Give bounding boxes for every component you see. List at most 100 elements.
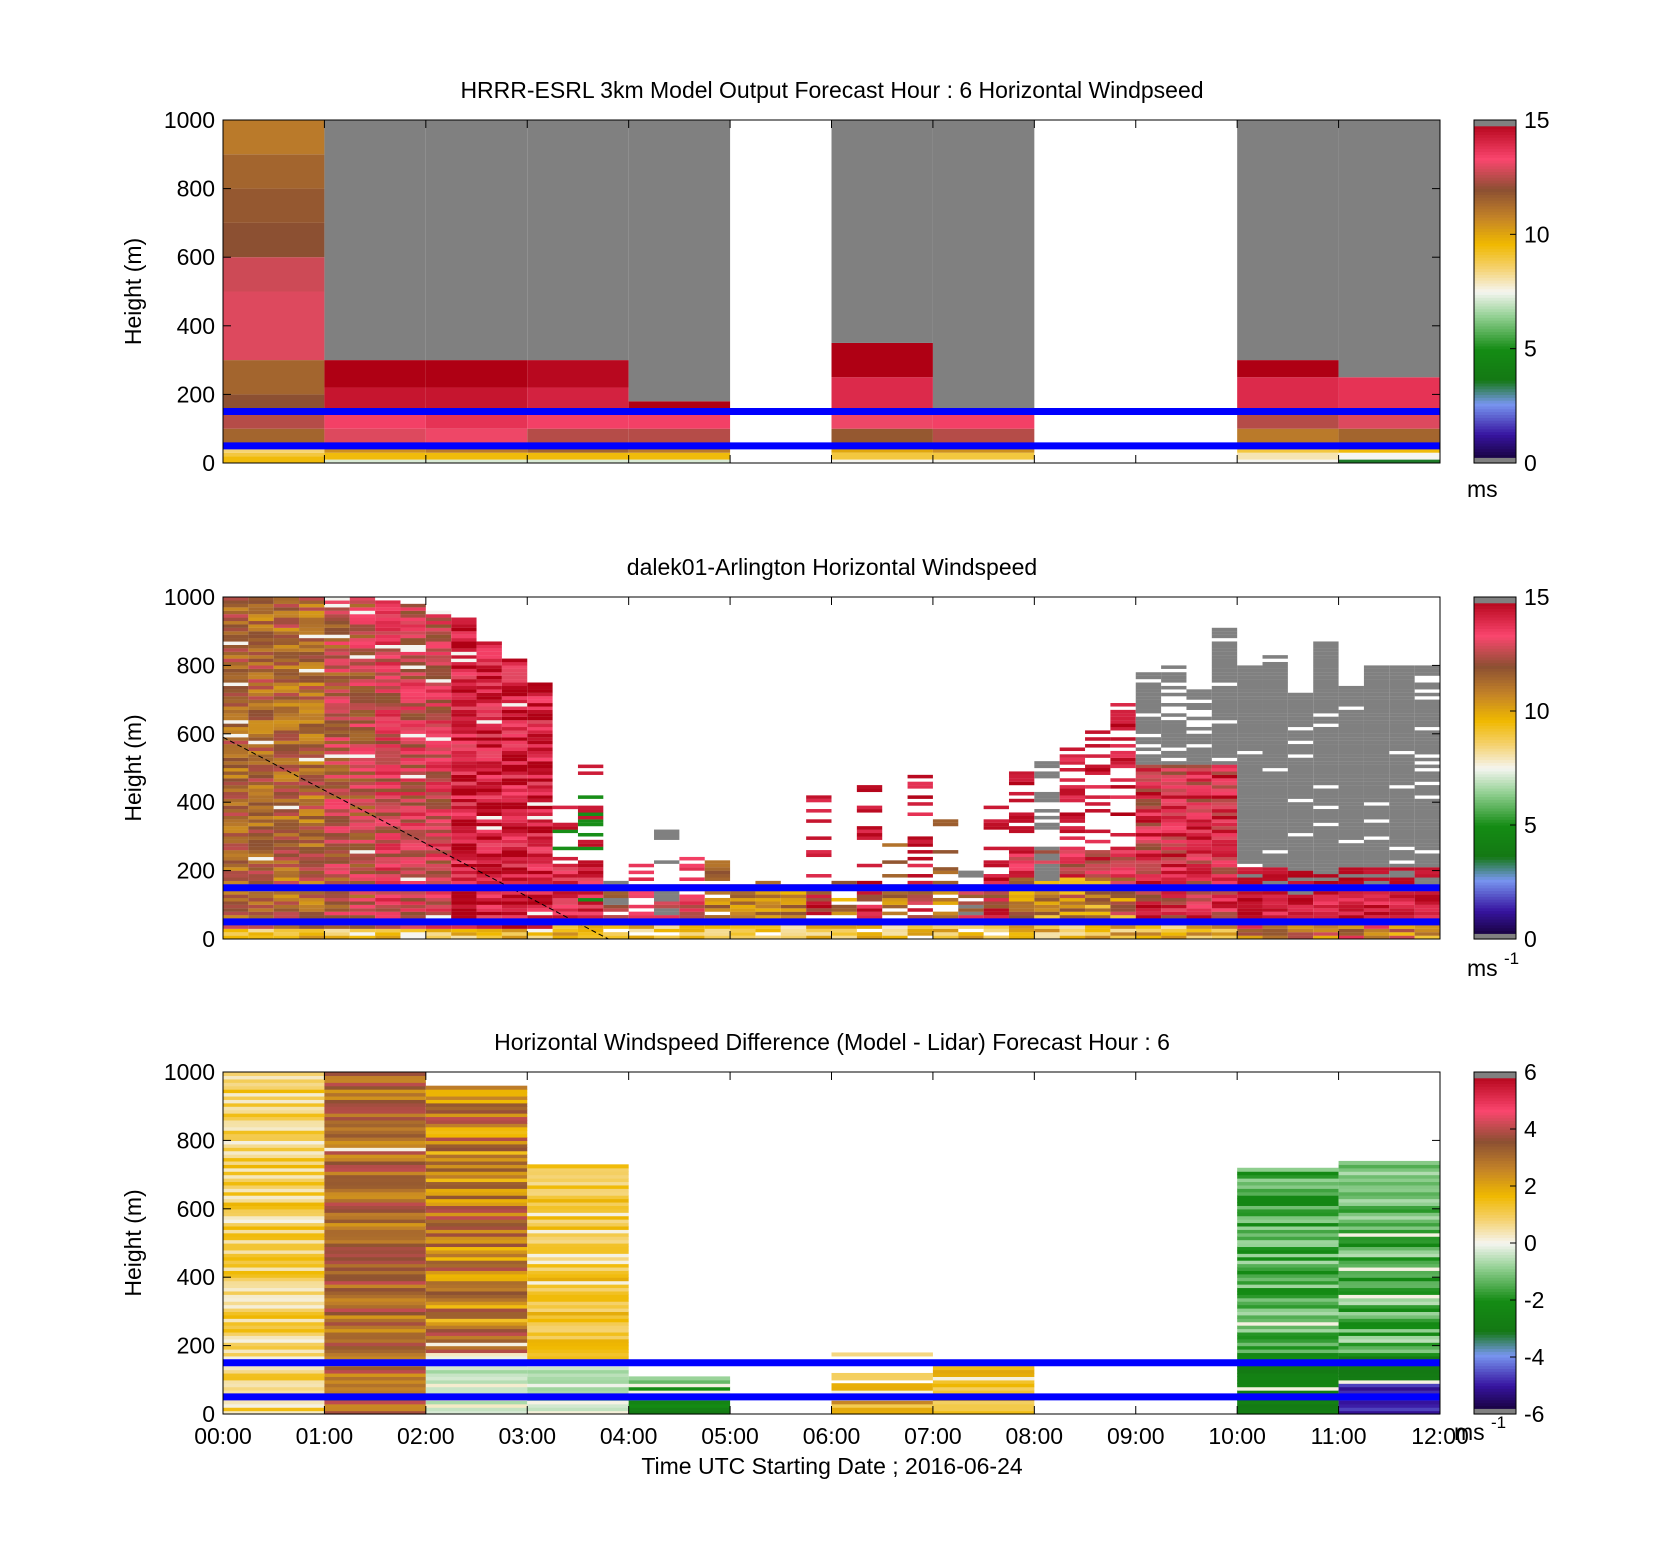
lidar-cell <box>1262 836 1288 840</box>
model-cell <box>1237 377 1339 412</box>
difference-cell <box>223 1338 325 1343</box>
lidar-cell <box>1313 737 1339 741</box>
difference-cell <box>425 1284 528 1289</box>
lidar-cell <box>1237 716 1263 721</box>
lidar-cell <box>375 798 401 803</box>
colorbar-step <box>1474 342 1516 347</box>
lidar-cell <box>1414 901 1440 905</box>
difference-cell <box>324 1376 426 1381</box>
colorbar-step <box>1474 262 1516 267</box>
lidar-cell <box>476 911 502 916</box>
lidar-cell <box>324 904 350 909</box>
lidar-cell <box>1287 935 1314 940</box>
lidar-cell <box>856 911 883 916</box>
lidar-cell <box>299 723 325 728</box>
lidar-cell <box>1287 737 1314 741</box>
lidar-cell <box>882 901 908 905</box>
lidar-cell <box>1237 723 1263 728</box>
lidar-cell <box>425 747 452 752</box>
lidar-cell <box>780 891 807 895</box>
lidar-cell <box>1135 791 1162 796</box>
lidar-cell <box>375 809 401 813</box>
lidar-cell <box>1085 877 1111 881</box>
lidar-cell <box>1135 901 1162 905</box>
colorbar-step <box>1474 842 1516 846</box>
lidar-cell <box>425 850 452 854</box>
lidar-cell <box>1363 850 1390 854</box>
lidar-cell <box>1237 897 1263 902</box>
lidar-cell <box>577 915 604 919</box>
lidar-cell <box>299 648 325 652</box>
lidar-cell <box>400 610 426 615</box>
lidar-cell <box>223 740 249 745</box>
lidar-cell <box>1110 716 1136 721</box>
difference-cell <box>223 1222 325 1227</box>
colorbar-step <box>1474 185 1516 190</box>
lidar-cell <box>907 774 933 779</box>
lidar-cell <box>324 631 350 635</box>
difference-cell <box>1237 1345 1339 1350</box>
difference-cell <box>1237 1352 1339 1357</box>
lidar-cell <box>1161 897 1187 902</box>
lidar-cell <box>1211 648 1238 652</box>
lidar-cell <box>425 634 452 639</box>
colorbar-step <box>1474 408 1516 413</box>
lidar-cell <box>1186 696 1212 700</box>
difference-cell <box>1338 1239 1440 1244</box>
lidar-cell <box>628 877 655 881</box>
lidar-cell <box>501 935 528 940</box>
lidar-cell <box>1237 911 1263 916</box>
colorbar-step <box>1474 205 1516 210</box>
lidar-cell <box>425 791 452 796</box>
lidar-cell <box>1389 850 1415 854</box>
colorbar-step <box>1474 1351 1516 1355</box>
colorbar-step <box>1474 864 1516 869</box>
difference-cell <box>425 1280 528 1285</box>
lidar-cell <box>476 785 502 789</box>
lidar-cell <box>1161 791 1187 796</box>
lidar-cell <box>1262 815 1288 820</box>
lidar-cell <box>349 610 376 615</box>
lidar-cell <box>654 925 680 929</box>
lidar-cell <box>451 870 477 875</box>
difference-cell <box>223 1089 325 1094</box>
difference-cell <box>425 1160 528 1165</box>
lidar-cell <box>882 897 908 902</box>
colorbar-step <box>1474 924 1516 929</box>
lidar-cell <box>1414 737 1440 741</box>
lidar-cell <box>1262 740 1288 745</box>
difference-cell <box>831 1400 933 1405</box>
difference-cell <box>324 1229 426 1234</box>
lidar-cell <box>1008 904 1035 909</box>
difference-cell <box>1237 1212 1339 1217</box>
lidar-cell <box>324 819 350 823</box>
lidar-cell <box>476 747 502 752</box>
lidar-cell <box>501 897 528 902</box>
lidar-cell <box>679 901 705 905</box>
lidar-cell <box>248 750 274 755</box>
lidar-cell <box>451 925 477 929</box>
difference-cell <box>1338 1201 1440 1206</box>
lidar-cell <box>1237 696 1263 700</box>
difference-cell <box>1237 1260 1339 1265</box>
lidar-cell <box>451 651 477 656</box>
lidar-cell <box>248 932 274 936</box>
lidar-cell <box>983 880 1009 885</box>
difference-cell <box>425 1222 528 1227</box>
lidar-cell <box>375 785 401 789</box>
lidar-cell <box>1389 788 1415 793</box>
lidar-cell <box>1414 798 1440 803</box>
difference-cell <box>425 1174 528 1179</box>
lidar-cell <box>273 870 300 875</box>
lidar-cell <box>1186 901 1212 905</box>
lidar-cell <box>349 672 376 676</box>
colorbar-step <box>1474 787 1516 792</box>
lidar-cell <box>425 631 452 635</box>
lidar-cell <box>1161 774 1187 779</box>
lidar-cell <box>1363 925 1390 929</box>
lidar-cell <box>349 737 376 741</box>
difference-cell <box>223 1198 325 1203</box>
lidar-cell <box>704 928 731 933</box>
difference-cell <box>425 1376 528 1381</box>
